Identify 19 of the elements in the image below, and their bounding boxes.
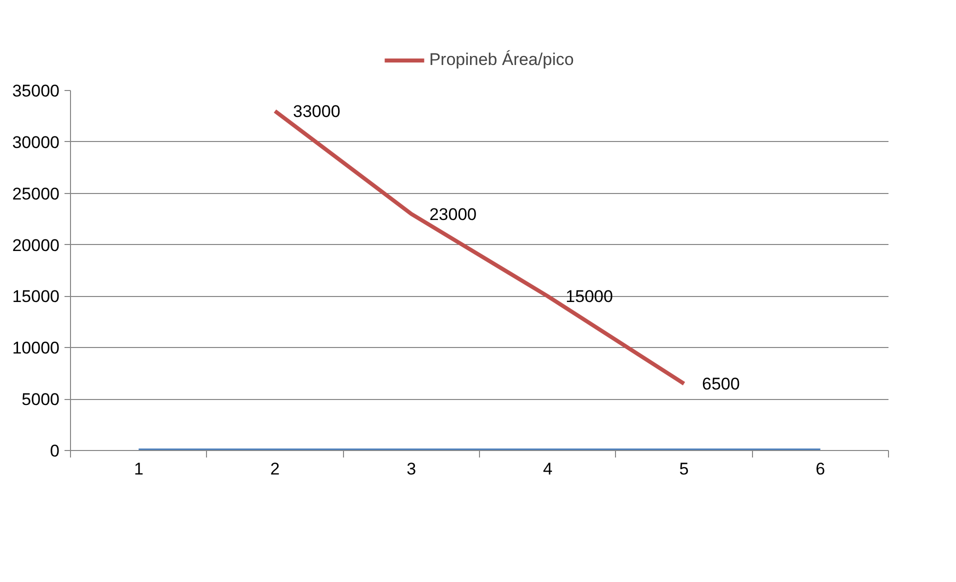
data-label: 6500 (702, 374, 740, 394)
x-tick-label: 5 (679, 460, 689, 478)
data-label: 23000 (429, 204, 477, 224)
y-tick-label: 0 (50, 442, 60, 460)
y-tick-label: 20000 (12, 236, 60, 255)
y-tick-label: 25000 (12, 184, 60, 204)
x-tick-label: 2 (270, 460, 280, 478)
x-tick-label: 6 (816, 460, 826, 478)
y-tick-label: 10000 (12, 338, 60, 358)
y-tick-label: 35000 (12, 82, 60, 100)
x-tick-label: 4 (542, 460, 552, 478)
x-tick-label: 3 (406, 460, 416, 478)
x-tick-label: 1 (134, 460, 144, 478)
data-label: 33000 (293, 102, 340, 122)
data-label: 15000 (566, 287, 613, 306)
y-tick-label: 5000 (22, 390, 60, 410)
y-tick-label: 30000 (12, 132, 60, 152)
legend-label: Propineb Área/pico (429, 50, 574, 70)
y-tick-label: 15000 (12, 287, 60, 306)
